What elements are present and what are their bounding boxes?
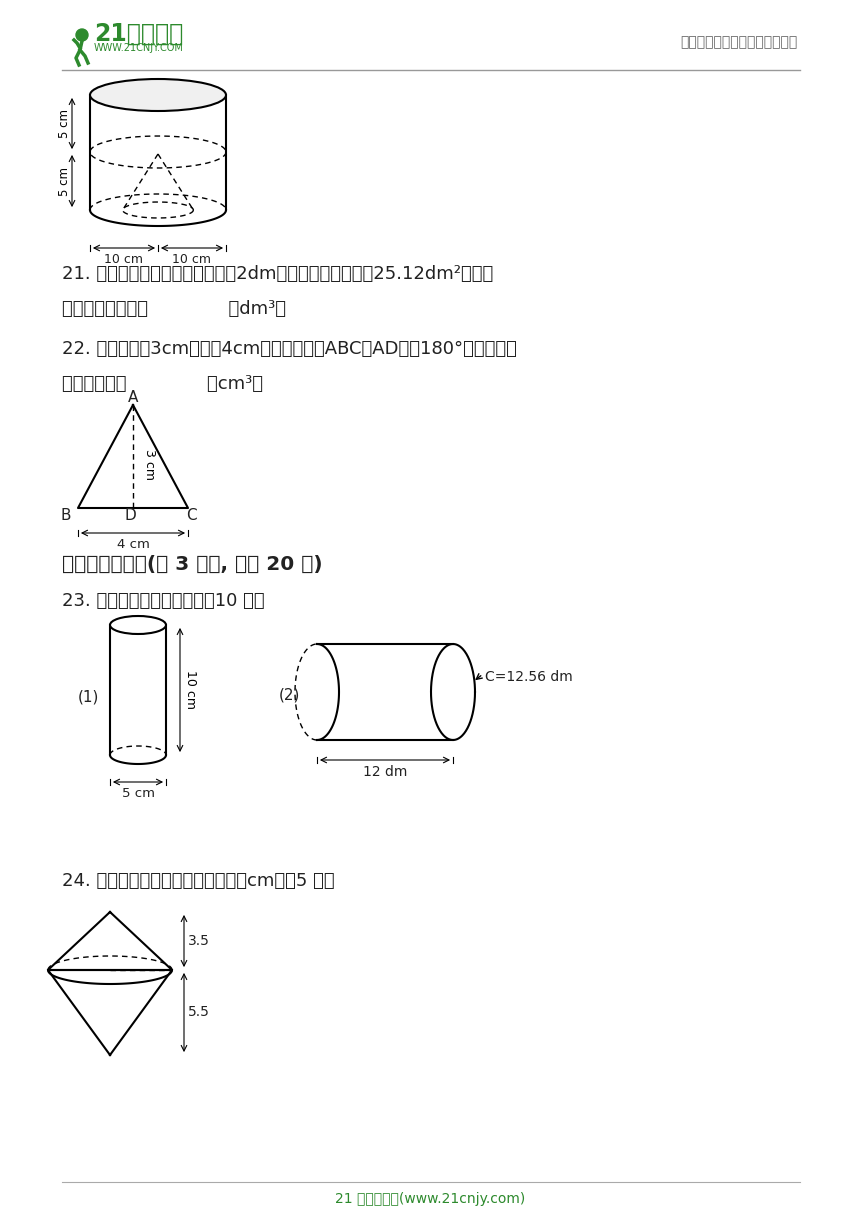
Text: 3 cm: 3 cm xyxy=(143,449,156,480)
Text: 12 dm: 12 dm xyxy=(363,765,407,779)
Text: 21世纪教育: 21世纪教育 xyxy=(94,22,183,46)
Text: 10 cm: 10 cm xyxy=(105,253,144,266)
Text: D: D xyxy=(124,508,136,523)
Text: 3.5: 3.5 xyxy=(188,934,210,948)
Text: 5.5: 5.5 xyxy=(188,1006,210,1019)
Text: 锥，体积为（              ）cm³。: 锥，体积为（ ）cm³。 xyxy=(62,375,263,393)
Text: C=12.56 dm: C=12.56 dm xyxy=(485,670,573,683)
Text: 5 cm: 5 cm xyxy=(58,109,71,137)
Text: 四、图形计算题(共 3 小题, 满分 20 分): 四、图形计算题(共 3 小题, 满分 20 分) xyxy=(62,554,322,574)
Text: 22. 如图，高是3cm，底是4cm的等腰三角形ABC绕AD旋转180°形成一个圆: 22. 如图，高是3cm，底是4cm的等腰三角形ABC绕AD旋转180°形成一个… xyxy=(62,340,517,358)
Text: WWW.21CNJY.COM: WWW.21CNJY.COM xyxy=(94,43,184,54)
Text: (1): (1) xyxy=(78,689,100,705)
Text: 中小学教育资源及组卷应用平台: 中小学教育资源及组卷应用平台 xyxy=(681,35,798,49)
Text: 5 cm: 5 cm xyxy=(58,167,71,196)
Text: 21. 一个圆柱，如果把它的高截短2dm，它的表面积就减少25.12dm²，那么: 21. 一个圆柱，如果把它的高截短2dm，它的表面积就减少25.12dm²，那么 xyxy=(62,265,494,283)
Ellipse shape xyxy=(110,617,166,634)
Text: 4 cm: 4 cm xyxy=(117,537,150,551)
Circle shape xyxy=(76,29,88,41)
Text: (2): (2) xyxy=(279,687,300,703)
Text: 24. 计算下面图形的体积。（单位：cm）（5 分）: 24. 计算下面图形的体积。（单位：cm）（5 分） xyxy=(62,872,335,890)
Text: 5 cm: 5 cm xyxy=(121,787,155,800)
Text: 10 cm: 10 cm xyxy=(184,670,197,709)
Text: 23. 求下面圆柱的表面积。（10 分）: 23. 求下面圆柱的表面积。（10 分） xyxy=(62,592,265,610)
Text: A: A xyxy=(128,390,138,405)
Text: 21 世纪教育网(www.21cnjy.com): 21 世纪教育网(www.21cnjy.com) xyxy=(335,1192,525,1206)
Text: C: C xyxy=(186,508,196,523)
Text: 它的体积会减少（              ）dm³。: 它的体积会减少（ ）dm³。 xyxy=(62,300,286,319)
Text: B: B xyxy=(61,508,71,523)
Ellipse shape xyxy=(90,79,226,111)
Text: 10 cm: 10 cm xyxy=(173,253,212,266)
